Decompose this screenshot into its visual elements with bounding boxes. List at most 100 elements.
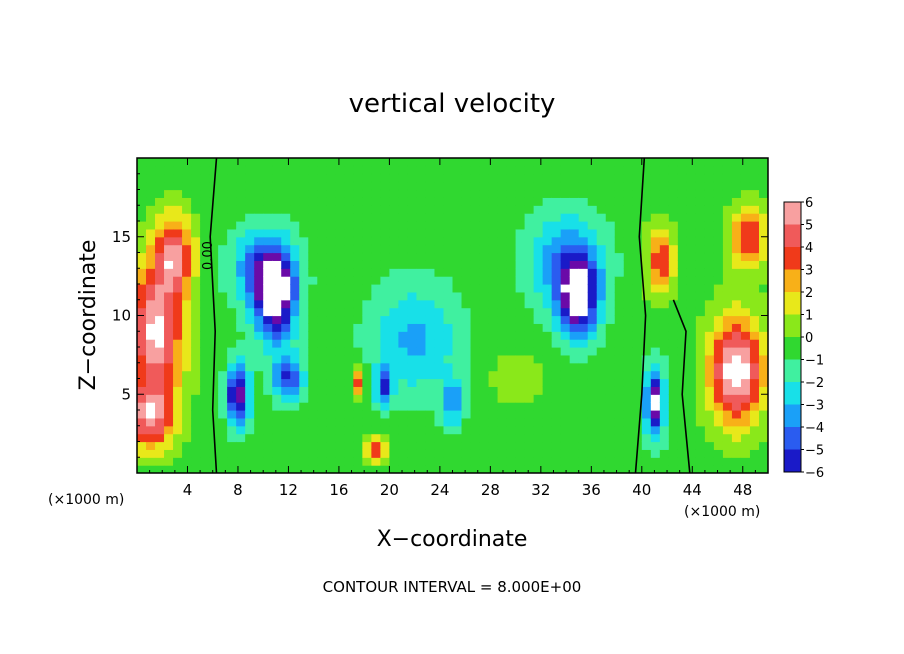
heatmap-cell <box>263 291 273 301</box>
heatmap-cell <box>326 260 336 269</box>
heatmap-cell <box>560 315 571 324</box>
heatmap-cell <box>551 236 562 246</box>
heatmap-cell <box>191 260 201 269</box>
heatmap-cell <box>191 331 201 340</box>
heatmap-cell <box>272 362 282 372</box>
heatmap-cell <box>200 378 210 387</box>
heatmap-cell <box>200 370 210 380</box>
heatmap-cell <box>371 173 381 183</box>
heatmap-cell <box>434 331 445 340</box>
heatmap-cell <box>614 299 625 309</box>
heatmap-cell <box>407 457 418 466</box>
heatmap-cell <box>713 449 724 458</box>
heatmap-cell <box>515 158 526 167</box>
heatmap-cell <box>227 441 237 450</box>
heatmap-cell <box>560 386 571 395</box>
heatmap-cell <box>227 307 237 317</box>
heatmap-cell <box>227 268 237 277</box>
heatmap-cell <box>461 441 472 450</box>
heatmap-cell <box>488 165 499 175</box>
heatmap-cell <box>614 276 625 285</box>
heatmap-cell <box>704 394 715 403</box>
heatmap-cell <box>308 236 318 246</box>
heatmap-cell <box>479 354 490 364</box>
heatmap-cell <box>353 244 363 254</box>
heatmap-cell <box>515 362 526 372</box>
heatmap-cell <box>623 362 634 372</box>
heatmap-cell <box>236 378 246 387</box>
heatmap-cell <box>524 378 535 387</box>
heatmap-cell <box>713 299 724 309</box>
heatmap-cell <box>335 284 345 293</box>
heatmap-cell <box>407 307 418 317</box>
heatmap-cell <box>488 276 499 285</box>
heatmap-cell <box>146 441 156 450</box>
heatmap-cell <box>326 386 336 395</box>
x-unit-label-left: (×1000 m) <box>48 492 124 508</box>
heatmap-cell <box>443 228 454 238</box>
heatmap-cell <box>533 347 544 356</box>
heatmap-cell <box>173 449 183 458</box>
heatmap-cell <box>218 362 228 372</box>
heatmap-cell <box>173 299 183 309</box>
heatmap-cell <box>704 307 715 317</box>
heatmap-cell <box>308 173 318 183</box>
heatmap-cell <box>695 244 706 254</box>
x-tick-label: 24 <box>430 481 449 499</box>
heatmap-cell <box>632 252 643 261</box>
heatmap-cell <box>398 417 409 427</box>
heatmap-cell <box>380 291 390 301</box>
heatmap-cell <box>308 362 318 372</box>
heatmap-cell <box>488 339 499 348</box>
heatmap-cell <box>731 284 742 293</box>
heatmap-cell <box>551 386 562 395</box>
heatmap-cell <box>452 189 463 198</box>
heatmap-cell <box>758 354 768 364</box>
heatmap-cell <box>155 213 165 222</box>
heatmap-cell <box>353 410 363 419</box>
heatmap-cell <box>425 378 436 387</box>
heatmap-cell <box>713 260 724 269</box>
heatmap-cell <box>560 205 571 214</box>
heatmap-cell <box>407 433 418 443</box>
heatmap-cell <box>263 433 273 443</box>
heatmap-cell <box>362 284 372 293</box>
heatmap-cell <box>560 323 571 332</box>
heatmap-cell <box>731 425 742 435</box>
heatmap-cell <box>614 252 625 261</box>
heatmap-cell <box>137 236 147 246</box>
heatmap-cell <box>461 236 472 246</box>
heatmap-cell <box>200 213 210 222</box>
heatmap-cell <box>704 276 715 285</box>
heatmap-cell <box>335 158 345 167</box>
heatmap-cell <box>398 410 409 419</box>
heatmap-cell <box>650 370 661 380</box>
heatmap-cell <box>749 284 760 293</box>
heatmap-cell <box>407 449 418 458</box>
heatmap-cell <box>380 260 390 269</box>
heatmap-cell <box>695 260 706 269</box>
heatmap-cell <box>758 347 768 356</box>
heatmap-cell <box>479 394 490 403</box>
heatmap-cell <box>380 158 390 167</box>
heatmap-cell <box>596 260 607 269</box>
heatmap-cell <box>164 228 174 238</box>
heatmap-cell <box>461 410 472 419</box>
heatmap-cell <box>632 347 643 356</box>
heatmap-cell <box>236 260 246 269</box>
heatmap-cell <box>146 354 156 364</box>
heatmap-cell <box>146 307 156 317</box>
heatmap-cell <box>236 299 246 309</box>
heatmap-cell <box>155 449 165 458</box>
heatmap-cell <box>191 307 201 317</box>
heatmap-cell <box>443 276 454 285</box>
heatmap-cell <box>641 394 652 403</box>
heatmap-cell <box>218 299 228 309</box>
heatmap-cell <box>380 189 390 198</box>
heatmap-cell <box>506 221 517 230</box>
heatmap-cell <box>488 236 499 246</box>
heatmap-cell <box>461 291 472 301</box>
heatmap-cell <box>308 158 318 167</box>
colorbar-band <box>784 292 801 315</box>
heatmap-cell <box>434 213 445 222</box>
